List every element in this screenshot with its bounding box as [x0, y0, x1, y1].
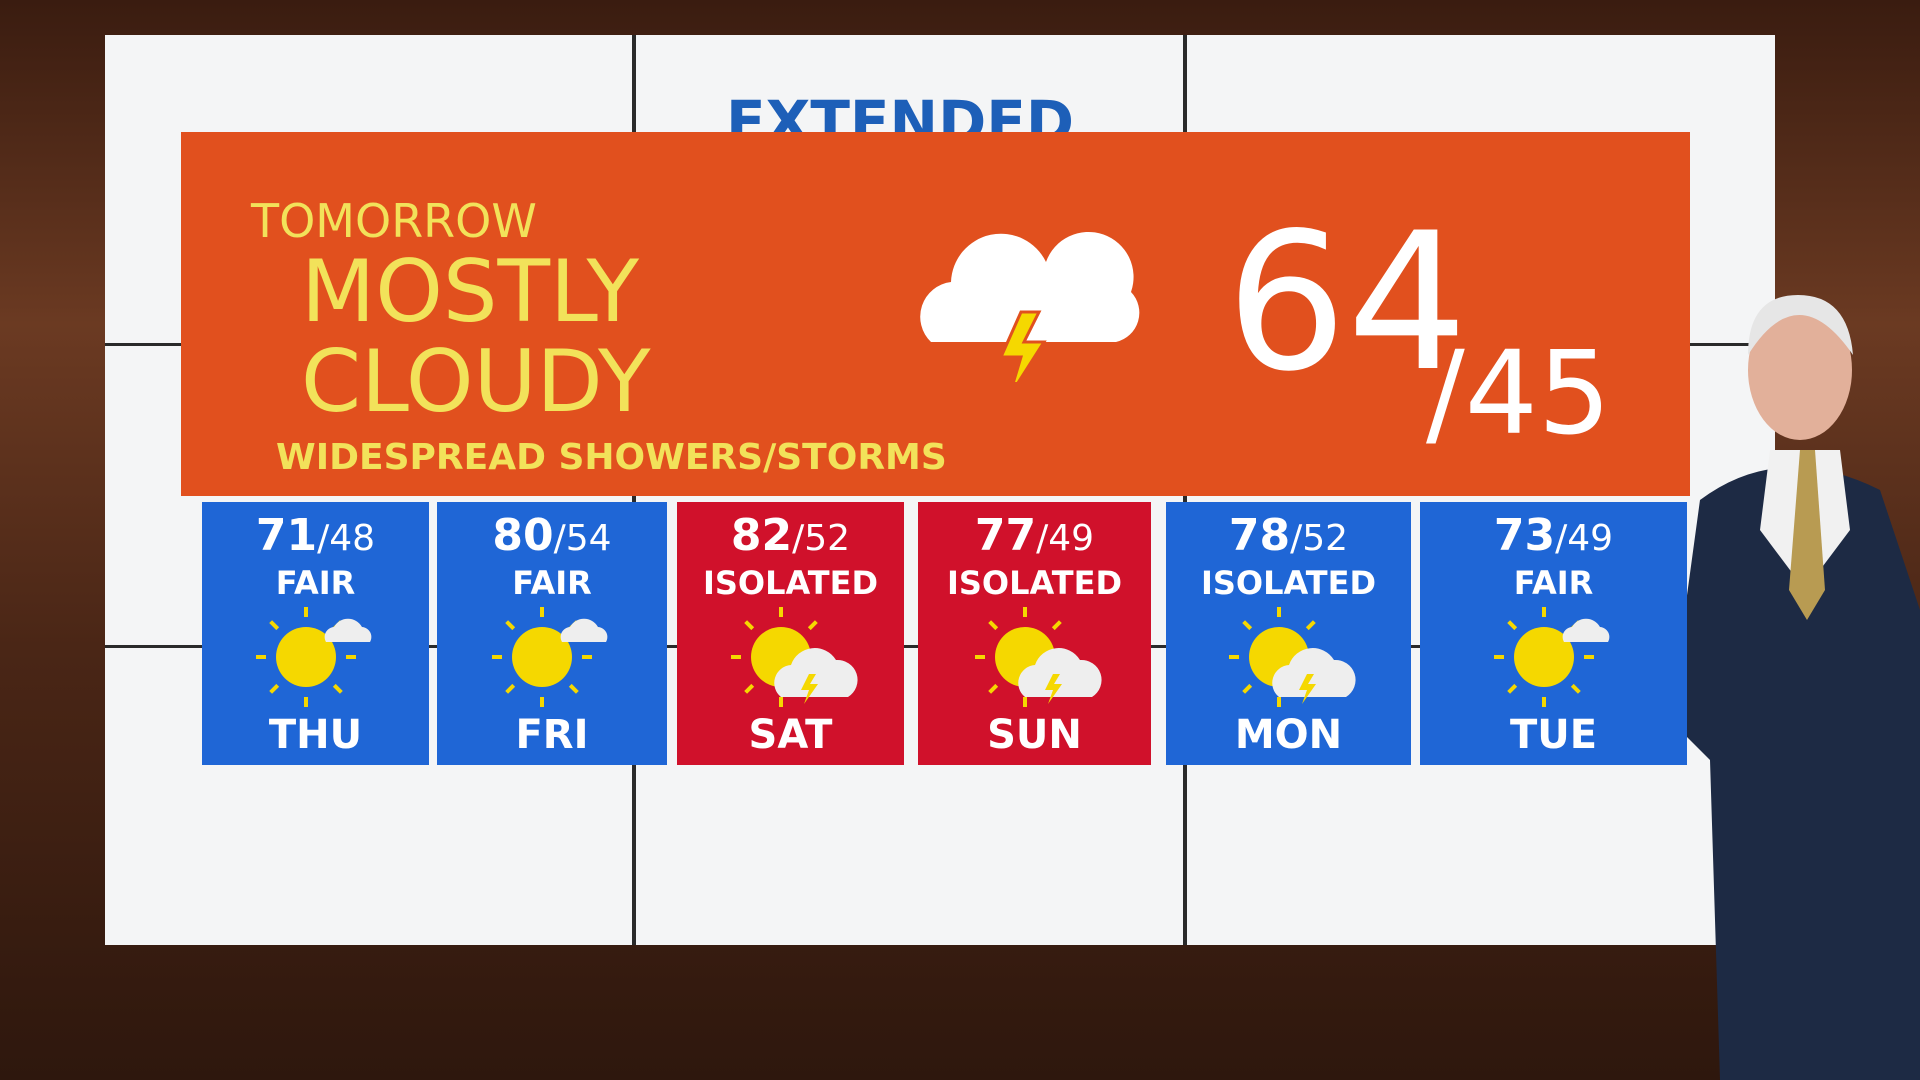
day-name: SUN — [987, 712, 1082, 758]
high: 78 — [1228, 510, 1291, 561]
tomorrow-high: 64 — [1226, 192, 1468, 413]
weather-icon — [974, 607, 1102, 707]
day-card: 78/52 ISOLATED MON — [1166, 502, 1411, 765]
high: 77 — [974, 510, 1037, 561]
low: /52 — [792, 518, 851, 559]
condition: FAIR — [275, 564, 356, 602]
day-name: SAT — [748, 712, 833, 758]
presenter — [1670, 295, 1920, 1080]
storm-icon — [920, 231, 1140, 382]
condition-line: MOSTLY — [301, 242, 640, 342]
tomorrow-low: /45 — [1426, 327, 1612, 461]
temps: 78/52 — [1166, 510, 1411, 561]
weather-icon — [1493, 607, 1609, 707]
temps: 82/52 — [677, 510, 904, 561]
low: /48 — [317, 518, 376, 559]
weather-icon — [1228, 607, 1356, 707]
low: /54 — [553, 518, 612, 559]
day-card: 80/54 FAIR FRI — [437, 502, 667, 765]
high: 80 — [492, 510, 554, 561]
day-card: 73/49 FAIR TUE — [1420, 502, 1687, 765]
weather-icon — [730, 607, 858, 707]
tomorrow-panel: TOMORROW MOSTLY CLOUDY WIDESPREAD SHOWER… — [181, 132, 1690, 496]
high: 82 — [730, 510, 793, 561]
day-card: 71/48 FAIR THU — [202, 502, 429, 765]
condition: ISOLATED — [702, 564, 879, 602]
day-name: FRI — [515, 712, 589, 758]
weather-icon — [492, 607, 608, 707]
low: /52 — [1290, 518, 1349, 559]
weather-icon — [255, 607, 371, 707]
condition: ISOLATED — [946, 564, 1123, 602]
condition: FAIR — [512, 564, 592, 602]
high: 71 — [255, 510, 318, 561]
temps: 80/54 — [437, 510, 667, 561]
condition-line: CLOUDY — [301, 332, 651, 432]
high: 73 — [1493, 510, 1556, 561]
low: /49 — [1036, 518, 1095, 559]
low: /49 — [1555, 518, 1614, 559]
temps: 71/48 — [202, 510, 429, 561]
day-name: THU — [268, 712, 363, 758]
condition: ISOLATED — [1200, 564, 1377, 602]
tomorrow-label: TOMORROW — [251, 194, 537, 248]
day-card: 77/49 ISOLATED SUN — [918, 502, 1151, 765]
day-name: MON — [1234, 712, 1343, 758]
tomorrow-detail: WIDESPREAD SHOWERS/STORMS — [276, 437, 947, 478]
temps: 73/49 — [1420, 510, 1687, 561]
temps: 77/49 — [918, 510, 1151, 561]
condition: FAIR — [1513, 564, 1594, 602]
day-card: 82/52 ISOLATED SAT — [677, 502, 904, 765]
day-name: TUE — [1509, 712, 1598, 758]
